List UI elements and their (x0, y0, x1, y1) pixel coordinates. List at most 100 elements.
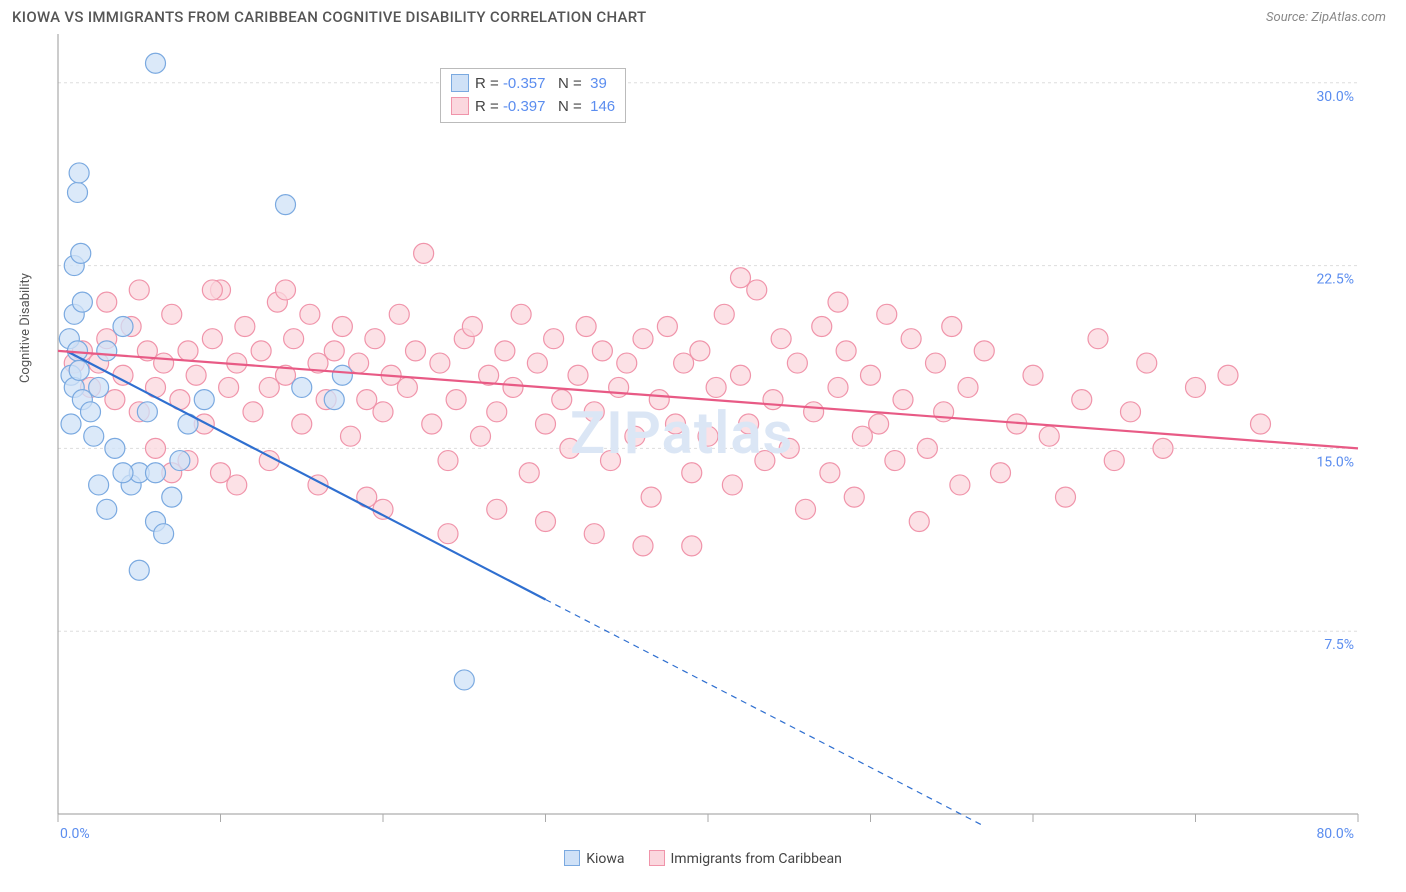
data-point (389, 304, 409, 324)
data-point (722, 475, 742, 495)
y-axis-label: Cognitive Disability (18, 273, 33, 383)
data-point (414, 243, 434, 263)
data-point (584, 402, 604, 422)
data-point (836, 341, 856, 361)
data-point (113, 365, 133, 385)
data-point (170, 451, 190, 471)
data-point (292, 377, 312, 397)
data-point (942, 317, 962, 337)
data-point (926, 353, 946, 373)
data-point (909, 512, 929, 532)
data-point (105, 438, 125, 458)
data-point (438, 524, 458, 544)
chart-title: KIOWA VS IMMIGRANTS FROM CARIBBEAN COGNI… (12, 8, 646, 26)
data-point (991, 463, 1011, 483)
data-point (1186, 377, 1206, 397)
chart-container: KIOWA VS IMMIGRANTS FROM CARIBBEAN COGNI… (0, 0, 1406, 892)
data-point (536, 512, 556, 532)
stats-row-kiowa: R = -0.357 N = 39 (451, 73, 615, 96)
data-point (511, 304, 531, 324)
data-point (276, 195, 296, 215)
data-point (755, 451, 775, 471)
data-point (641, 487, 661, 507)
data-point (81, 402, 101, 422)
data-point (235, 317, 255, 337)
data-point (438, 451, 458, 471)
data-point (89, 475, 109, 495)
data-point (194, 390, 214, 410)
data-point (625, 426, 645, 446)
y-tick-label: 22.5% (1316, 272, 1354, 288)
data-point (202, 329, 222, 349)
data-point (487, 402, 507, 422)
data-point (462, 317, 482, 337)
title-bar: KIOWA VS IMMIGRANTS FROM CARIBBEAN COGNI… (0, 0, 1406, 30)
data-point (1251, 414, 1271, 434)
data-point (61, 414, 81, 434)
data-point (1056, 487, 1076, 507)
data-point (649, 390, 669, 410)
data-point (674, 353, 694, 373)
data-point (129, 560, 149, 580)
data-point (682, 536, 702, 556)
data-point (105, 390, 125, 410)
data-point (1088, 329, 1108, 349)
data-point (397, 377, 417, 397)
data-point (771, 329, 791, 349)
data-point (365, 329, 385, 349)
data-point (1023, 365, 1043, 385)
data-point (251, 341, 271, 361)
data-point (568, 365, 588, 385)
data-point (869, 414, 889, 434)
data-point (357, 390, 377, 410)
data-point (243, 402, 263, 422)
data-point (950, 475, 970, 495)
data-point (552, 390, 572, 410)
data-point (1104, 451, 1124, 471)
data-point (454, 670, 474, 690)
data-point (97, 499, 117, 519)
data-point (97, 292, 117, 312)
data-point (430, 353, 450, 373)
data-point (495, 341, 515, 361)
chart-svg: 7.5%15.0%22.5%30.0%0.0%80.0% (10, 30, 1398, 846)
data-point (422, 414, 442, 434)
data-point (519, 463, 539, 483)
x-min-label: 0.0% (60, 826, 90, 842)
data-point (71, 243, 91, 263)
data-point (84, 426, 104, 446)
data-point (373, 402, 393, 422)
bottom-legend: KiowaImmigrants from Caribbean (0, 850, 1406, 867)
data-point (787, 353, 807, 373)
data-point (69, 360, 89, 380)
data-point (690, 341, 710, 361)
data-point (633, 329, 653, 349)
data-point (739, 414, 759, 434)
data-point (828, 292, 848, 312)
data-point (503, 377, 523, 397)
data-point (536, 414, 556, 434)
data-point (901, 329, 921, 349)
data-point (617, 353, 637, 373)
data-point (682, 463, 702, 483)
data-point (657, 317, 677, 337)
data-point (731, 365, 751, 385)
data-point (804, 402, 824, 422)
data-point (300, 304, 320, 324)
data-point (1039, 426, 1059, 446)
data-point (68, 182, 88, 202)
data-point (292, 414, 312, 434)
data-point (154, 353, 174, 373)
data-point (633, 536, 653, 556)
data-point (324, 341, 344, 361)
stats-legend-box: R = -0.357 N = 39R = -0.397 N = 146 (440, 68, 626, 123)
data-point (706, 377, 726, 397)
y-tick-label: 7.5% (1324, 637, 1354, 653)
legend-item-kiowa: Kiowa (564, 850, 624, 867)
data-point (576, 317, 596, 337)
data-point (527, 353, 547, 373)
data-point (861, 365, 881, 385)
data-point (202, 280, 222, 300)
data-point (1153, 438, 1173, 458)
data-point (1072, 390, 1092, 410)
